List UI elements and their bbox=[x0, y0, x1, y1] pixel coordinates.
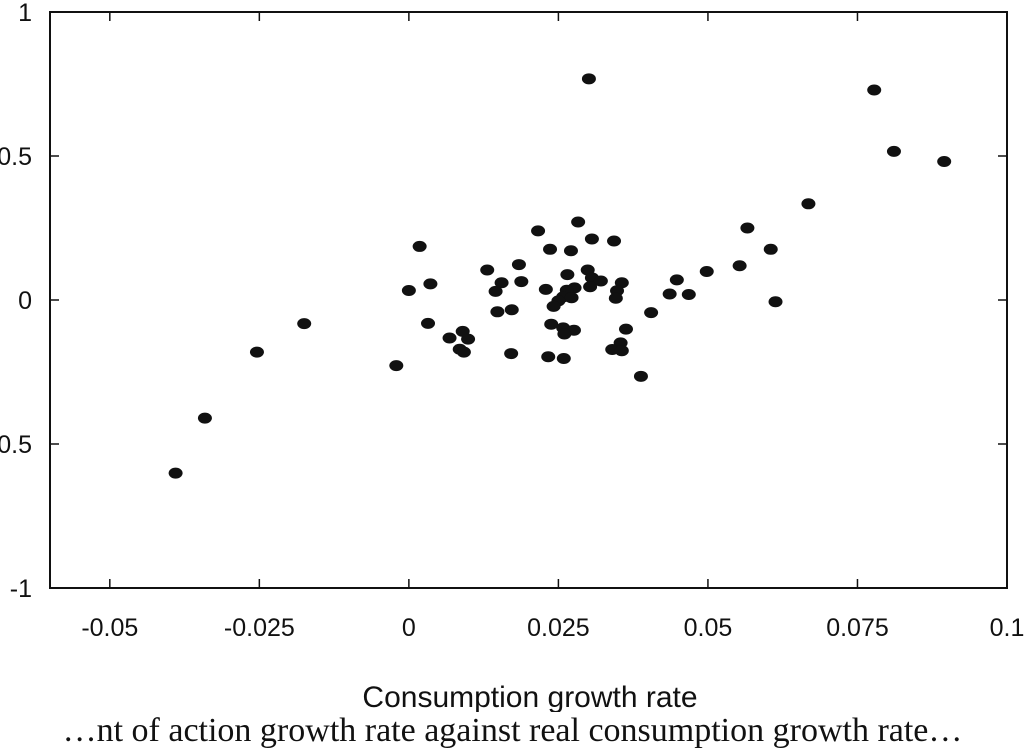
data-point bbox=[543, 243, 558, 255]
data-point bbox=[456, 346, 471, 358]
data-point bbox=[593, 275, 608, 287]
data-point bbox=[644, 307, 659, 319]
data-point bbox=[168, 467, 183, 479]
data-point bbox=[541, 351, 556, 363]
data-point bbox=[544, 318, 559, 330]
data-point bbox=[581, 73, 596, 85]
data-point bbox=[662, 288, 677, 300]
data-point bbox=[801, 198, 816, 210]
data-point bbox=[740, 222, 755, 234]
data-point bbox=[669, 274, 684, 286]
data-point bbox=[531, 225, 546, 237]
data-point bbox=[401, 284, 416, 296]
data-point bbox=[480, 264, 495, 276]
data-point bbox=[423, 278, 438, 290]
data-point bbox=[608, 292, 623, 304]
y-tick-label: -1 bbox=[10, 575, 32, 603]
data-point bbox=[442, 332, 457, 344]
data-point bbox=[412, 240, 427, 252]
data-point bbox=[511, 259, 526, 271]
data-point bbox=[937, 155, 952, 167]
data-point bbox=[297, 318, 312, 330]
data-point bbox=[563, 245, 578, 257]
x-tick-label: -0.05 bbox=[81, 614, 138, 642]
data-point bbox=[763, 243, 778, 255]
y-tick-label: 0 bbox=[18, 287, 32, 315]
data-point bbox=[564, 292, 579, 304]
y-tick-label: -0.5 bbox=[0, 431, 32, 459]
x-tick-label: 0.075 bbox=[826, 614, 889, 642]
x-tick-label: -0.025 bbox=[224, 614, 295, 642]
data-point bbox=[886, 145, 901, 157]
data-point bbox=[556, 352, 571, 364]
data-point bbox=[546, 300, 561, 312]
data-point bbox=[557, 328, 572, 340]
data-point bbox=[867, 84, 882, 96]
x-tick-label: 0.1 bbox=[990, 614, 1025, 642]
data-point bbox=[571, 216, 586, 228]
data-point bbox=[732, 260, 747, 272]
data-point bbox=[504, 348, 519, 360]
figure-caption: …nt of action growth rate against real c… bbox=[62, 712, 963, 749]
y-tick-label: 0.5 bbox=[0, 143, 32, 171]
data-point bbox=[768, 296, 783, 308]
x-tick-label: 0.05 bbox=[684, 614, 733, 642]
data-point bbox=[699, 265, 714, 277]
data-point bbox=[584, 233, 599, 245]
scatter-chart: -0.05 -0.025 0 0.025 0.05 0.075 0.1 -1 -0.5 0 0.5… bbox=[0, 0, 1024, 712]
data-point bbox=[389, 360, 404, 372]
data-point bbox=[421, 317, 436, 329]
data-point bbox=[504, 304, 519, 316]
data-point bbox=[607, 235, 622, 247]
data-point bbox=[514, 276, 529, 288]
data-point bbox=[618, 323, 633, 335]
data-point bbox=[614, 345, 629, 357]
x-tick-label: 0.025 bbox=[527, 614, 590, 642]
data-point bbox=[560, 269, 575, 281]
data-point bbox=[249, 346, 264, 358]
data-point bbox=[490, 306, 505, 318]
data-point bbox=[197, 412, 212, 424]
data-point bbox=[681, 289, 696, 301]
y-tick-label: 1 bbox=[18, 0, 32, 27]
x-axis-title: Consumption growth rate bbox=[362, 681, 697, 712]
y-axis-ticks: -1 -0.5 0 0.5 1 bbox=[0, 0, 1007, 603]
plot-area-frame bbox=[49, 11, 1008, 589]
data-point bbox=[488, 285, 503, 297]
data-points bbox=[168, 73, 952, 479]
data-point bbox=[538, 283, 553, 295]
data-point bbox=[494, 277, 509, 289]
data-point bbox=[633, 370, 648, 382]
x-tick-label: 0 bbox=[402, 614, 416, 642]
x-axis-ticks: -0.05 -0.025 0 0.025 0.05 0.075 0.1 bbox=[81, 12, 1024, 642]
data-point bbox=[583, 281, 598, 293]
data-point bbox=[461, 333, 476, 345]
